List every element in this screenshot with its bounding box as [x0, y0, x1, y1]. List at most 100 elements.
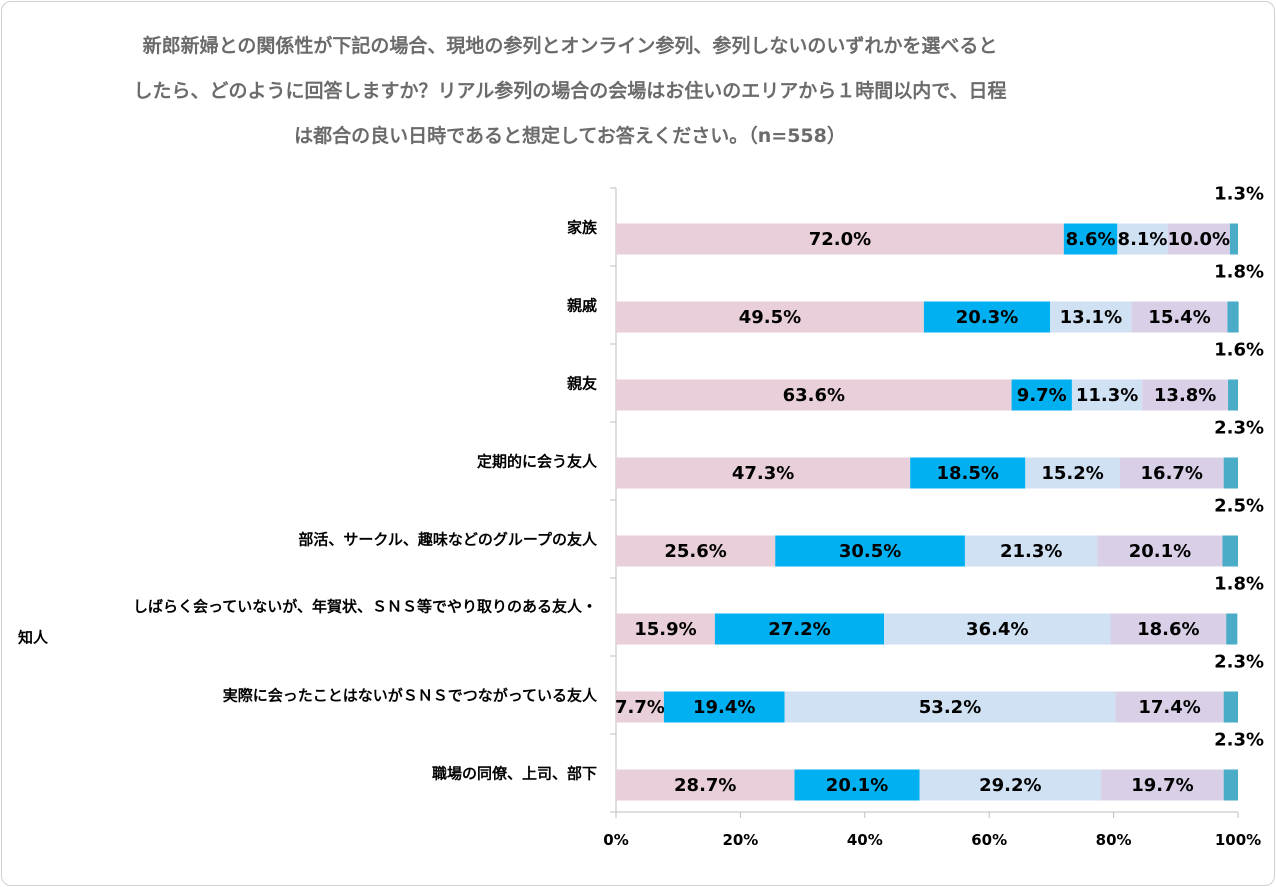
data-label: 13.8% — [1154, 385, 1216, 406]
x-tick-label: 60% — [971, 831, 1007, 849]
bar-segment — [1025, 457, 1120, 489]
data-label: 72.0% — [809, 229, 871, 250]
bar-segment — [616, 691, 664, 723]
bar-segment — [775, 535, 965, 567]
data-label: 7.7% — [615, 697, 665, 718]
bar-segment — [714, 613, 885, 645]
data-label: 11.3% — [1076, 385, 1138, 406]
bar-segment — [1117, 223, 1168, 255]
category-label: 親友 — [567, 375, 597, 393]
bar-segment — [1101, 769, 1224, 801]
bar-segment — [923, 301, 1051, 333]
data-label: 8.1% — [1118, 229, 1168, 250]
data-label: 1.6% — [1214, 340, 1264, 361]
data-label: 1.8% — [1214, 262, 1264, 283]
data-label: 2.5% — [1214, 496, 1264, 517]
bar-segment — [794, 769, 920, 801]
bar-segment — [1229, 223, 1238, 255]
category-label: しばらく会っていないが、年賀状、ＳＮＳ等でやり取りのある友人・ — [133, 598, 597, 616]
bar-segment — [1110, 613, 1227, 645]
bar-segment — [1228, 379, 1238, 411]
bar-segment — [616, 535, 776, 567]
bar-segment — [616, 379, 1012, 411]
data-label: 8.6% — [1066, 229, 1116, 250]
data-label: 13.1% — [1060, 307, 1122, 328]
bar-segment — [616, 457, 911, 489]
data-label: 2.3% — [1214, 652, 1264, 673]
bar-segment — [1097, 535, 1223, 567]
data-label: 18.6% — [1137, 619, 1199, 640]
bar-segment — [1115, 691, 1224, 723]
bar-segment — [884, 613, 1111, 645]
data-label: 30.5% — [839, 541, 901, 562]
data-label: 20.3% — [956, 307, 1018, 328]
bar-segment — [1071, 379, 1143, 411]
data-label: 9.7% — [1017, 385, 1067, 406]
bar-segment — [1223, 769, 1238, 801]
bar-segment — [1119, 457, 1224, 489]
bar-segment — [910, 457, 1026, 489]
data-label: 19.4% — [693, 697, 755, 718]
bar-segment — [1050, 301, 1132, 333]
category-label: 親戚 — [567, 297, 597, 315]
data-label: 49.5% — [739, 307, 801, 328]
chart-title-line-3: は都合の良い日時であると想定してお答えください。（n=558） — [294, 125, 846, 147]
x-tick-label: 100% — [1215, 831, 1261, 849]
data-label: 25.6% — [664, 541, 726, 562]
bar-segment — [784, 691, 1116, 723]
chart-title-line-1: 新郎新婦との関係性が下記の場合、現地の参列とオンライン参列、参列しないのいずれか… — [142, 35, 998, 57]
data-label: 20.1% — [1129, 541, 1191, 562]
bar-segment — [616, 301, 924, 333]
data-label: 15.9% — [634, 619, 696, 640]
bar-segment — [1167, 223, 1230, 255]
data-label: 28.7% — [674, 775, 736, 796]
category-label: 知人 — [18, 629, 49, 647]
data-label: 15.4% — [1148, 307, 1210, 328]
bar-segment — [919, 769, 1102, 801]
x-tick-label: 40% — [847, 831, 883, 849]
data-label: 1.8% — [1214, 574, 1264, 595]
bar-segment — [1223, 457, 1238, 489]
data-label: 63.6% — [783, 385, 845, 406]
category-label: 家族 — [567, 219, 598, 237]
data-label: 36.4% — [966, 619, 1028, 640]
x-tick-label: 0% — [603, 831, 628, 849]
bar-segment — [1223, 691, 1238, 723]
data-label: 20.1% — [826, 775, 888, 796]
data-label: 2.3% — [1214, 418, 1264, 439]
data-label: 10.0% — [1168, 229, 1230, 250]
data-label: 1.3% — [1214, 184, 1264, 205]
data-label: 53.2% — [919, 697, 981, 718]
bar-segment — [1142, 379, 1229, 411]
bar-segment — [663, 691, 785, 723]
bar-segment — [1227, 301, 1239, 333]
data-label: 27.2% — [768, 619, 830, 640]
chart-title-line-2: したら、どのように回答しますか？リアル参列の場合の会場はお住いのエリアから１時間… — [133, 80, 1007, 102]
data-label: 2.3% — [1214, 730, 1264, 751]
category-label: 定期的に会う友人 — [477, 453, 598, 471]
data-label: 21.3% — [1000, 541, 1062, 562]
category-label: 職場の同僚、上司、部下 — [432, 765, 597, 783]
chart-title: 新郎新婦との関係性が下記の場合、現地の参列とオンライン参列、参列しないのいずれか… — [40, 24, 1100, 159]
data-label: 18.5% — [937, 463, 999, 484]
data-label: 47.3% — [732, 463, 794, 484]
data-label: 19.7% — [1131, 775, 1193, 796]
x-tick-label: 20% — [722, 831, 758, 849]
category-label: 部活、サークル、趣味などのグループの友人 — [298, 531, 598, 549]
bar-segment — [1063, 223, 1118, 255]
data-label: 15.2% — [1041, 463, 1103, 484]
bar-segment — [1222, 535, 1238, 567]
bar-segment — [1226, 613, 1238, 645]
bar-segment — [1011, 379, 1072, 411]
bar-segment — [616, 223, 1064, 255]
bar-segment — [616, 769, 795, 801]
x-tick-label: 80% — [1096, 831, 1132, 849]
data-label: 29.2% — [979, 775, 1041, 796]
category-label: 実際に会ったことはないがＳＮＳでつながっている友人 — [223, 687, 598, 705]
data-label: 16.7% — [1141, 463, 1203, 484]
bar-segment — [964, 535, 1098, 567]
bar-segment — [616, 613, 715, 645]
bar-segment — [1131, 301, 1228, 333]
